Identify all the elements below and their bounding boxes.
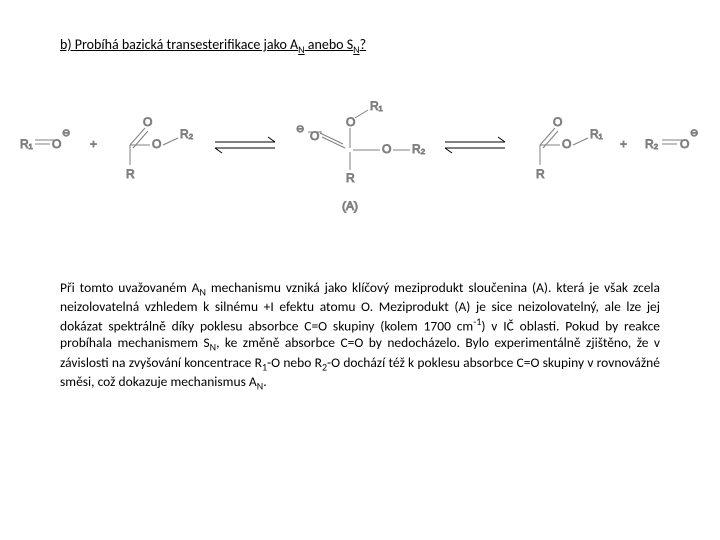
p-t5: -O nebo R xyxy=(267,354,322,371)
lv-o: O xyxy=(680,137,689,151)
r1-label: R₁ xyxy=(20,137,33,151)
heading-suffix: ? xyxy=(360,36,367,53)
int-o-top: O xyxy=(346,115,355,129)
o1-label: O xyxy=(52,137,61,151)
heading-prefix: b) Probíhá bazická transesterifikace jak… xyxy=(60,36,298,53)
lv-neg: ⊖ xyxy=(690,128,698,139)
int-r1: R₁ xyxy=(370,99,383,113)
int-o-left: O xyxy=(310,129,319,143)
plus2: + xyxy=(620,137,627,151)
reaction-scheme: R₁ O ⊖ + O O R₂ R O ⊖ O xyxy=(0,90,720,220)
question-heading: b) Probíhá bazická transesterifikace jak… xyxy=(60,36,366,56)
ester-o-right: O xyxy=(152,137,161,151)
int-neg: ⊖ xyxy=(296,124,304,135)
int-o-right: O xyxy=(382,142,391,156)
prod-o-top: O xyxy=(553,115,562,129)
ester-o-top: O xyxy=(143,115,152,129)
lv-r2: R₂ xyxy=(645,137,659,151)
prod-r: R xyxy=(536,167,545,181)
heading-mid: anebo S xyxy=(305,36,354,53)
plus1: + xyxy=(90,137,97,151)
prod-r1: R₁ xyxy=(590,127,603,141)
p-t1: Při tomto uvažovaném A xyxy=(60,279,199,296)
scheme-svg: R₁ O ⊖ + O O R₂ R O ⊖ O xyxy=(0,90,720,230)
neg1-label: ⊖ xyxy=(62,128,70,139)
int-r: R xyxy=(346,171,355,185)
p-t7: . xyxy=(263,373,266,390)
explanation-paragraph: Při tomto uvažovaném AN mechanismu vznik… xyxy=(60,280,660,393)
prod-o-right: O xyxy=(562,137,571,151)
ester-r2: R₂ xyxy=(180,127,194,141)
ester-r: R xyxy=(126,167,135,181)
label-a: (A) xyxy=(342,199,358,213)
int-r2: R₂ xyxy=(412,142,426,156)
